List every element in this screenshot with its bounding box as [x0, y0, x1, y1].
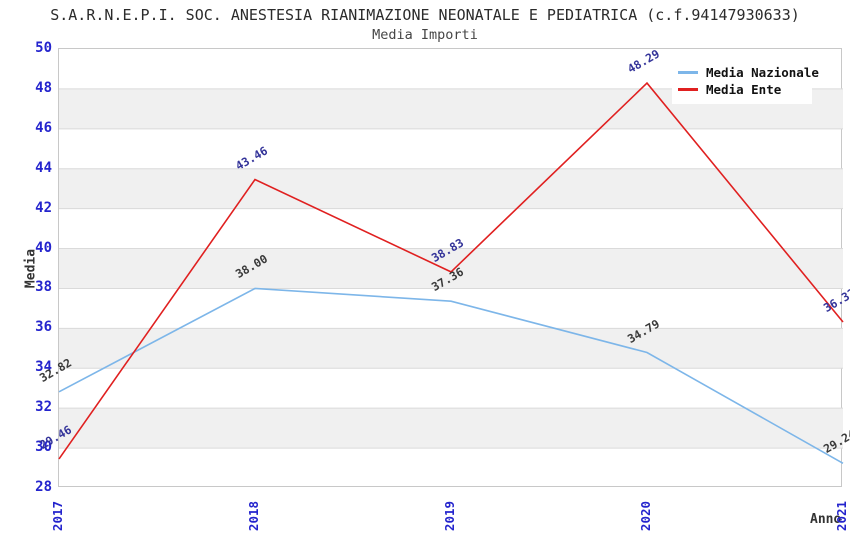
plot-band — [59, 408, 843, 449]
x-tick-label: 2020 — [638, 500, 653, 532]
x-tick-label: 2017 — [50, 500, 65, 532]
y-tick-label: 38 — [35, 279, 52, 296]
x-tick-label: 2019 — [442, 500, 457, 532]
plot-area — [58, 48, 844, 487]
y-tick-label: 48 — [35, 79, 52, 96]
y-tick-label: 42 — [35, 199, 52, 216]
y-tick-label: 46 — [35, 119, 52, 136]
plot-band — [59, 168, 843, 209]
legend: Media Nazionale Media Ente — [672, 58, 819, 104]
plot-band — [59, 328, 843, 369]
chart-subtitle: Media Importi — [372, 27, 478, 43]
y-tick-label: 50 — [35, 40, 52, 56]
plot-band — [59, 248, 843, 289]
x-axis-title: Anno — [810, 512, 842, 527]
y-tick-label: 28 — [35, 479, 52, 495]
y-tick-label: 30 — [35, 439, 52, 456]
legend-item-media-ente: Media Ente — [676, 81, 804, 98]
y-tick-label: 36 — [35, 319, 52, 336]
legend-label: Media Ente — [706, 82, 782, 97]
legend-label: Media Nazionale — [706, 65, 819, 80]
y-axis-title: Media — [23, 248, 39, 289]
legend-line-swatch-icon — [678, 88, 698, 91]
chart-title: S.A.R.N.E.P.I. SOC. ANESTESIA RIANIMAZIO… — [50, 6, 800, 24]
legend-item-media-nazionale: Media Nazionale — [676, 64, 819, 81]
series-line-media-ente — [58, 81, 844, 460]
y-tick-label: 40 — [35, 239, 52, 256]
series-line-media-nazionale — [58, 287, 844, 464]
x-tick-label: 2021 — [834, 500, 849, 532]
y-tick-label: 44 — [35, 159, 52, 176]
y-tick-label: 32 — [35, 399, 52, 416]
plot-canvas — [58, 81, 844, 464]
legend-line-swatch-icon — [678, 71, 698, 74]
y-tick-label: 34 — [35, 359, 52, 376]
x-tick-label: 2018 — [246, 500, 261, 532]
